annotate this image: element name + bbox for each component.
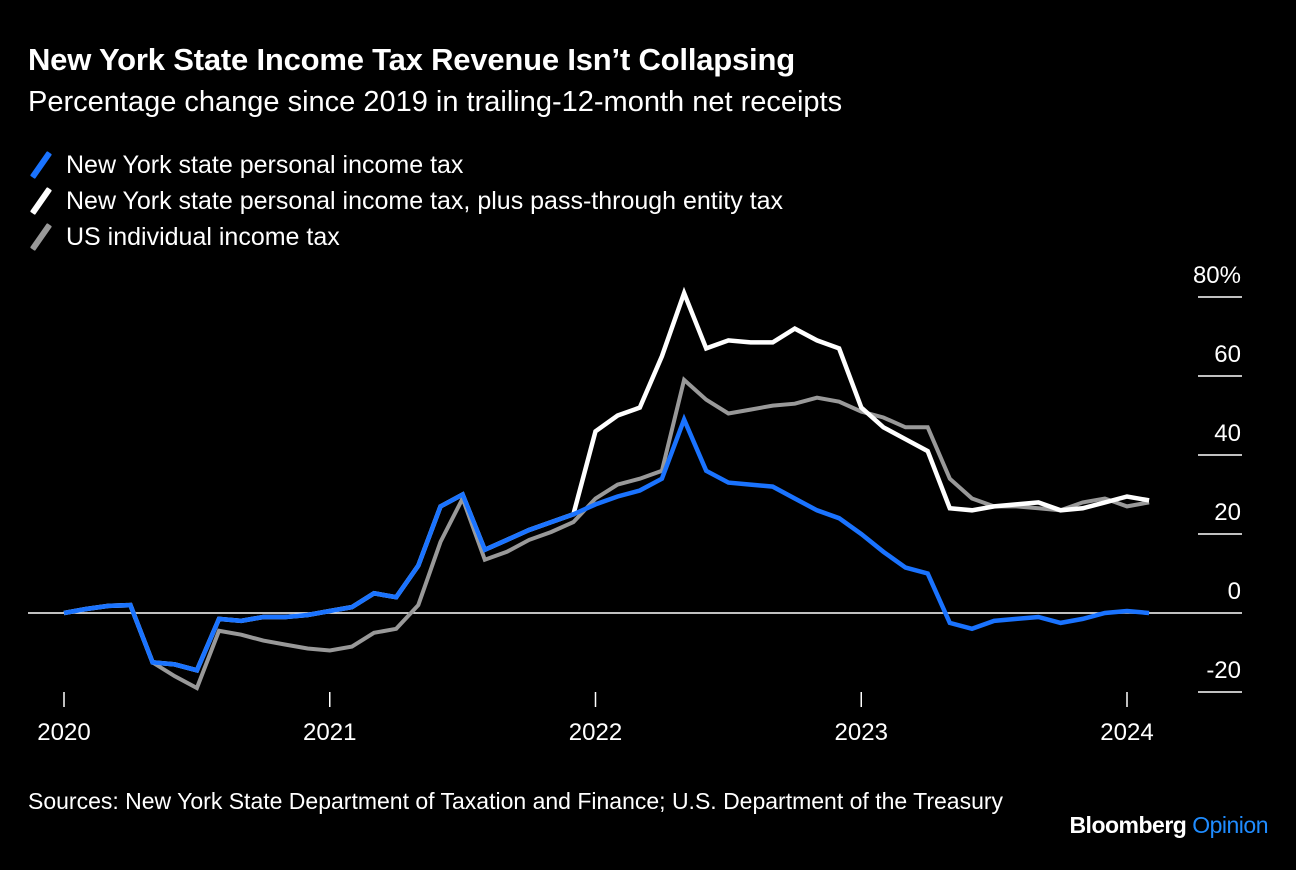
sources-note: Sources: New York State Department of Ta…: [28, 788, 1004, 814]
y-tick-label: 80%: [1193, 262, 1241, 289]
legend-label-us-iit: US individual income tax: [66, 222, 340, 251]
chart-title: New York State Income Tax Revenue Isn’t …: [28, 42, 795, 77]
legend-item-us-iit: US individual income tax: [28, 219, 783, 255]
brand-main: Bloomberg: [1069, 812, 1187, 838]
series-line-ny-pit: [63, 413, 1150, 673]
y-tick-label: 60: [1214, 341, 1241, 368]
x-tick-label: 2023: [835, 719, 888, 746]
chart-subtitle: Percentage change since 2019 in trailing…: [28, 86, 843, 118]
x-tick-label: 2024: [1100, 719, 1153, 746]
y-tick-label: 0: [1228, 578, 1241, 605]
y-tick-label: -20: [1206, 657, 1241, 684]
x-tick-label: 2020: [37, 719, 90, 746]
legend: New York state personal income tax New Y…: [28, 147, 783, 255]
brand-sub: Opinion: [1192, 812, 1268, 838]
x-tick-label: 2022: [569, 719, 622, 746]
y-tick-label: 40: [1214, 420, 1241, 447]
legend-label-ny-pit-ptet: New York state personal income tax, plus…: [66, 186, 784, 215]
legend-item-ny-pit: New York state personal income tax: [28, 147, 783, 183]
y-tick-label: 20: [1214, 499, 1241, 526]
legend-label-ny-pit: New York state personal income tax: [66, 150, 464, 179]
legend-item-ny-pit-ptet: New York state personal income tax, plus…: [28, 183, 783, 219]
brand-logo: Bloomberg Opinion: [1069, 812, 1268, 839]
series-line-us-iit: [63, 376, 1150, 691]
x-tick-label: 2021: [303, 719, 356, 746]
